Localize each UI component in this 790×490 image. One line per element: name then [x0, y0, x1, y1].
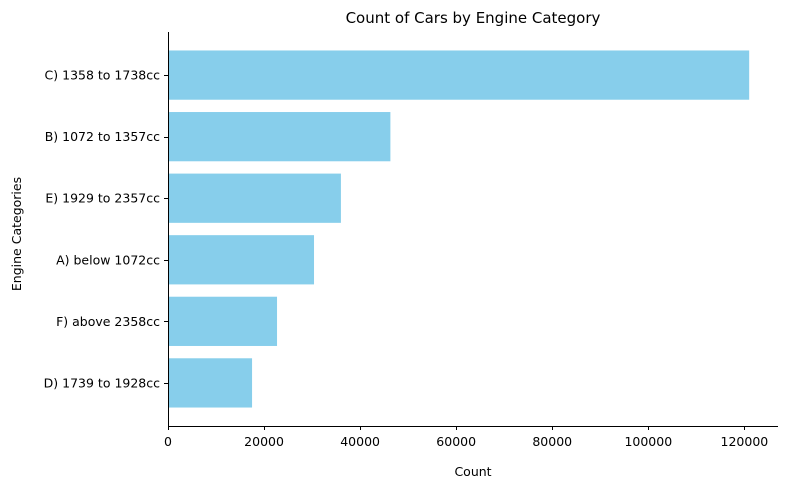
y-ticks-group: C) 1358 to 1738cc B) 1072 to 1357cc E) 192… [44, 68, 168, 390]
y-tick-label-3: A) below 1072cc [56, 252, 160, 267]
bar-5 [168, 358, 253, 408]
bar-1 [168, 112, 391, 162]
x-tick-label-3: 60000 [436, 434, 476, 449]
x-tick-label-1: 20000 [244, 434, 284, 449]
y-tick-label-5: D) 1739 to 1928cc [44, 375, 160, 390]
x-ticks-group: 0 20000 40000 60000 80000 100000 120000 [164, 426, 768, 449]
bars-group [168, 50, 750, 408]
bar-2 [168, 173, 341, 223]
bar-3 [168, 235, 315, 285]
y-tick-label-2: E) 1929 to 2357cc [45, 191, 160, 206]
x-tick-label-6: 120000 [721, 434, 769, 449]
x-tick-label-4: 80000 [532, 434, 572, 449]
y-tick-label-1: B) 1072 to 1357cc [45, 129, 160, 144]
x-axis-label: Count [454, 464, 491, 479]
x-tick-label-2: 40000 [340, 434, 380, 449]
chart-title: Count of Cars by Engine Category [346, 9, 601, 27]
y-axis-label: Engine Categories [9, 177, 24, 291]
x-tick-label-5: 100000 [624, 434, 672, 449]
y-tick-label-4: F) above 2358cc [56, 314, 160, 329]
bar-4 [168, 296, 278, 346]
y-tick-label-0: C) 1358 to 1738cc [45, 68, 161, 83]
bar-0 [168, 50, 750, 100]
x-tick-label-0: 0 [164, 434, 172, 449]
